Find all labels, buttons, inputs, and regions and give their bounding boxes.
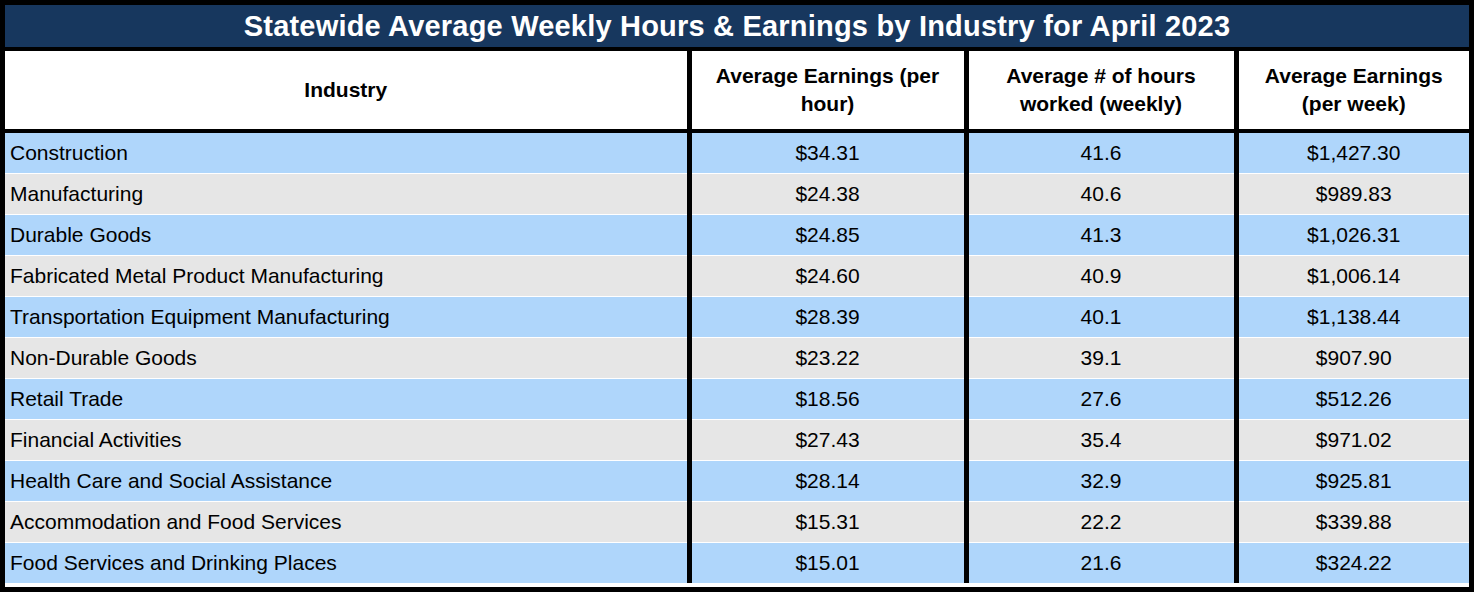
cell-weekly-earnings: $339.88	[1236, 502, 1469, 543]
cell-weekly-hours: 40.9	[966, 256, 1236, 297]
column-header-weekly-earnings: Average Earnings (per week)	[1236, 51, 1469, 131]
cell-weekly-hours: 21.6	[966, 543, 1236, 584]
cell-hourly-earnings: $15.31	[689, 502, 966, 543]
cell-hourly-earnings: $24.38	[689, 174, 966, 215]
cell-hourly-earnings: $18.56	[689, 379, 966, 420]
data-table: Industry Average Earnings (per hour) Ave…	[5, 51, 1469, 583]
cell-hourly-earnings: $28.39	[689, 297, 966, 338]
cell-industry: Retail Trade	[5, 379, 689, 420]
cell-industry: Construction	[5, 131, 689, 174]
cell-weekly-hours: 32.9	[966, 461, 1236, 502]
cell-hourly-earnings: $24.85	[689, 215, 966, 256]
cell-weekly-hours: 39.1	[966, 338, 1236, 379]
cell-weekly-earnings: $512.26	[1236, 379, 1469, 420]
table-body: Construction$34.3141.6$1,427.30Manufactu…	[5, 131, 1469, 583]
table-title: Statewide Average Weekly Hours & Earning…	[5, 5, 1469, 51]
table-row: Retail Trade$18.5627.6$512.26	[5, 379, 1469, 420]
table-row: Non-Durable Goods$23.2239.1$907.90	[5, 338, 1469, 379]
cell-hourly-earnings: $34.31	[689, 131, 966, 174]
cell-weekly-earnings: $925.81	[1236, 461, 1469, 502]
table-row: Food Services and Drinking Places$15.012…	[5, 543, 1469, 584]
table-header: Industry Average Earnings (per hour) Ave…	[5, 51, 1469, 131]
column-header-hourly-earnings: Average Earnings (per hour)	[689, 51, 966, 131]
cell-weekly-earnings: $1,138.44	[1236, 297, 1469, 338]
cell-industry: Accommodation and Food Services	[5, 502, 689, 543]
cell-weekly-hours: 41.6	[966, 131, 1236, 174]
table-row: Manufacturing$24.3840.6$989.83	[5, 174, 1469, 215]
cell-weekly-hours: 35.4	[966, 420, 1236, 461]
cell-industry: Non-Durable Goods	[5, 338, 689, 379]
cell-hourly-earnings: $24.60	[689, 256, 966, 297]
cell-industry: Food Services and Drinking Places	[5, 543, 689, 584]
table-row: Transportation Equipment Manufacturing$2…	[5, 297, 1469, 338]
cell-hourly-earnings: $28.14	[689, 461, 966, 502]
cell-weekly-earnings: $989.83	[1236, 174, 1469, 215]
column-header-weekly-hours: Average # of hours worked (weekly)	[966, 51, 1236, 131]
cell-industry: Manufacturing	[5, 174, 689, 215]
cell-weekly-earnings: $971.02	[1236, 420, 1469, 461]
cell-hourly-earnings: $27.43	[689, 420, 966, 461]
cell-weekly-earnings: $1,026.31	[1236, 215, 1469, 256]
earnings-table: Statewide Average Weekly Hours & Earning…	[0, 0, 1474, 592]
table-row: Health Care and Social Assistance$28.143…	[5, 461, 1469, 502]
cell-weekly-hours: 22.2	[966, 502, 1236, 543]
column-header-industry: Industry	[5, 51, 689, 131]
cell-hourly-earnings: $15.01	[689, 543, 966, 584]
cell-industry: Financial Activities	[5, 420, 689, 461]
table-row: Fabricated Metal Product Manufacturing$2…	[5, 256, 1469, 297]
cell-weekly-earnings: $324.22	[1236, 543, 1469, 584]
table-row: Construction$34.3141.6$1,427.30	[5, 131, 1469, 174]
cell-industry: Durable Goods	[5, 215, 689, 256]
cell-weekly-earnings: $907.90	[1236, 338, 1469, 379]
cell-weekly-hours: 27.6	[966, 379, 1236, 420]
table-row: Accommodation and Food Services$15.3122.…	[5, 502, 1469, 543]
cell-industry: Fabricated Metal Product Manufacturing	[5, 256, 689, 297]
cell-weekly-hours: 40.6	[966, 174, 1236, 215]
cell-weekly-hours: 40.1	[966, 297, 1236, 338]
table-row: Financial Activities$27.4335.4$971.02	[5, 420, 1469, 461]
cell-industry: Health Care and Social Assistance	[5, 461, 689, 502]
cell-weekly-earnings: $1,427.30	[1236, 131, 1469, 174]
cell-hourly-earnings: $23.22	[689, 338, 966, 379]
cell-industry: Transportation Equipment Manufacturing	[5, 297, 689, 338]
table-row: Durable Goods$24.8541.3$1,026.31	[5, 215, 1469, 256]
cell-weekly-hours: 41.3	[966, 215, 1236, 256]
cell-weekly-earnings: $1,006.14	[1236, 256, 1469, 297]
